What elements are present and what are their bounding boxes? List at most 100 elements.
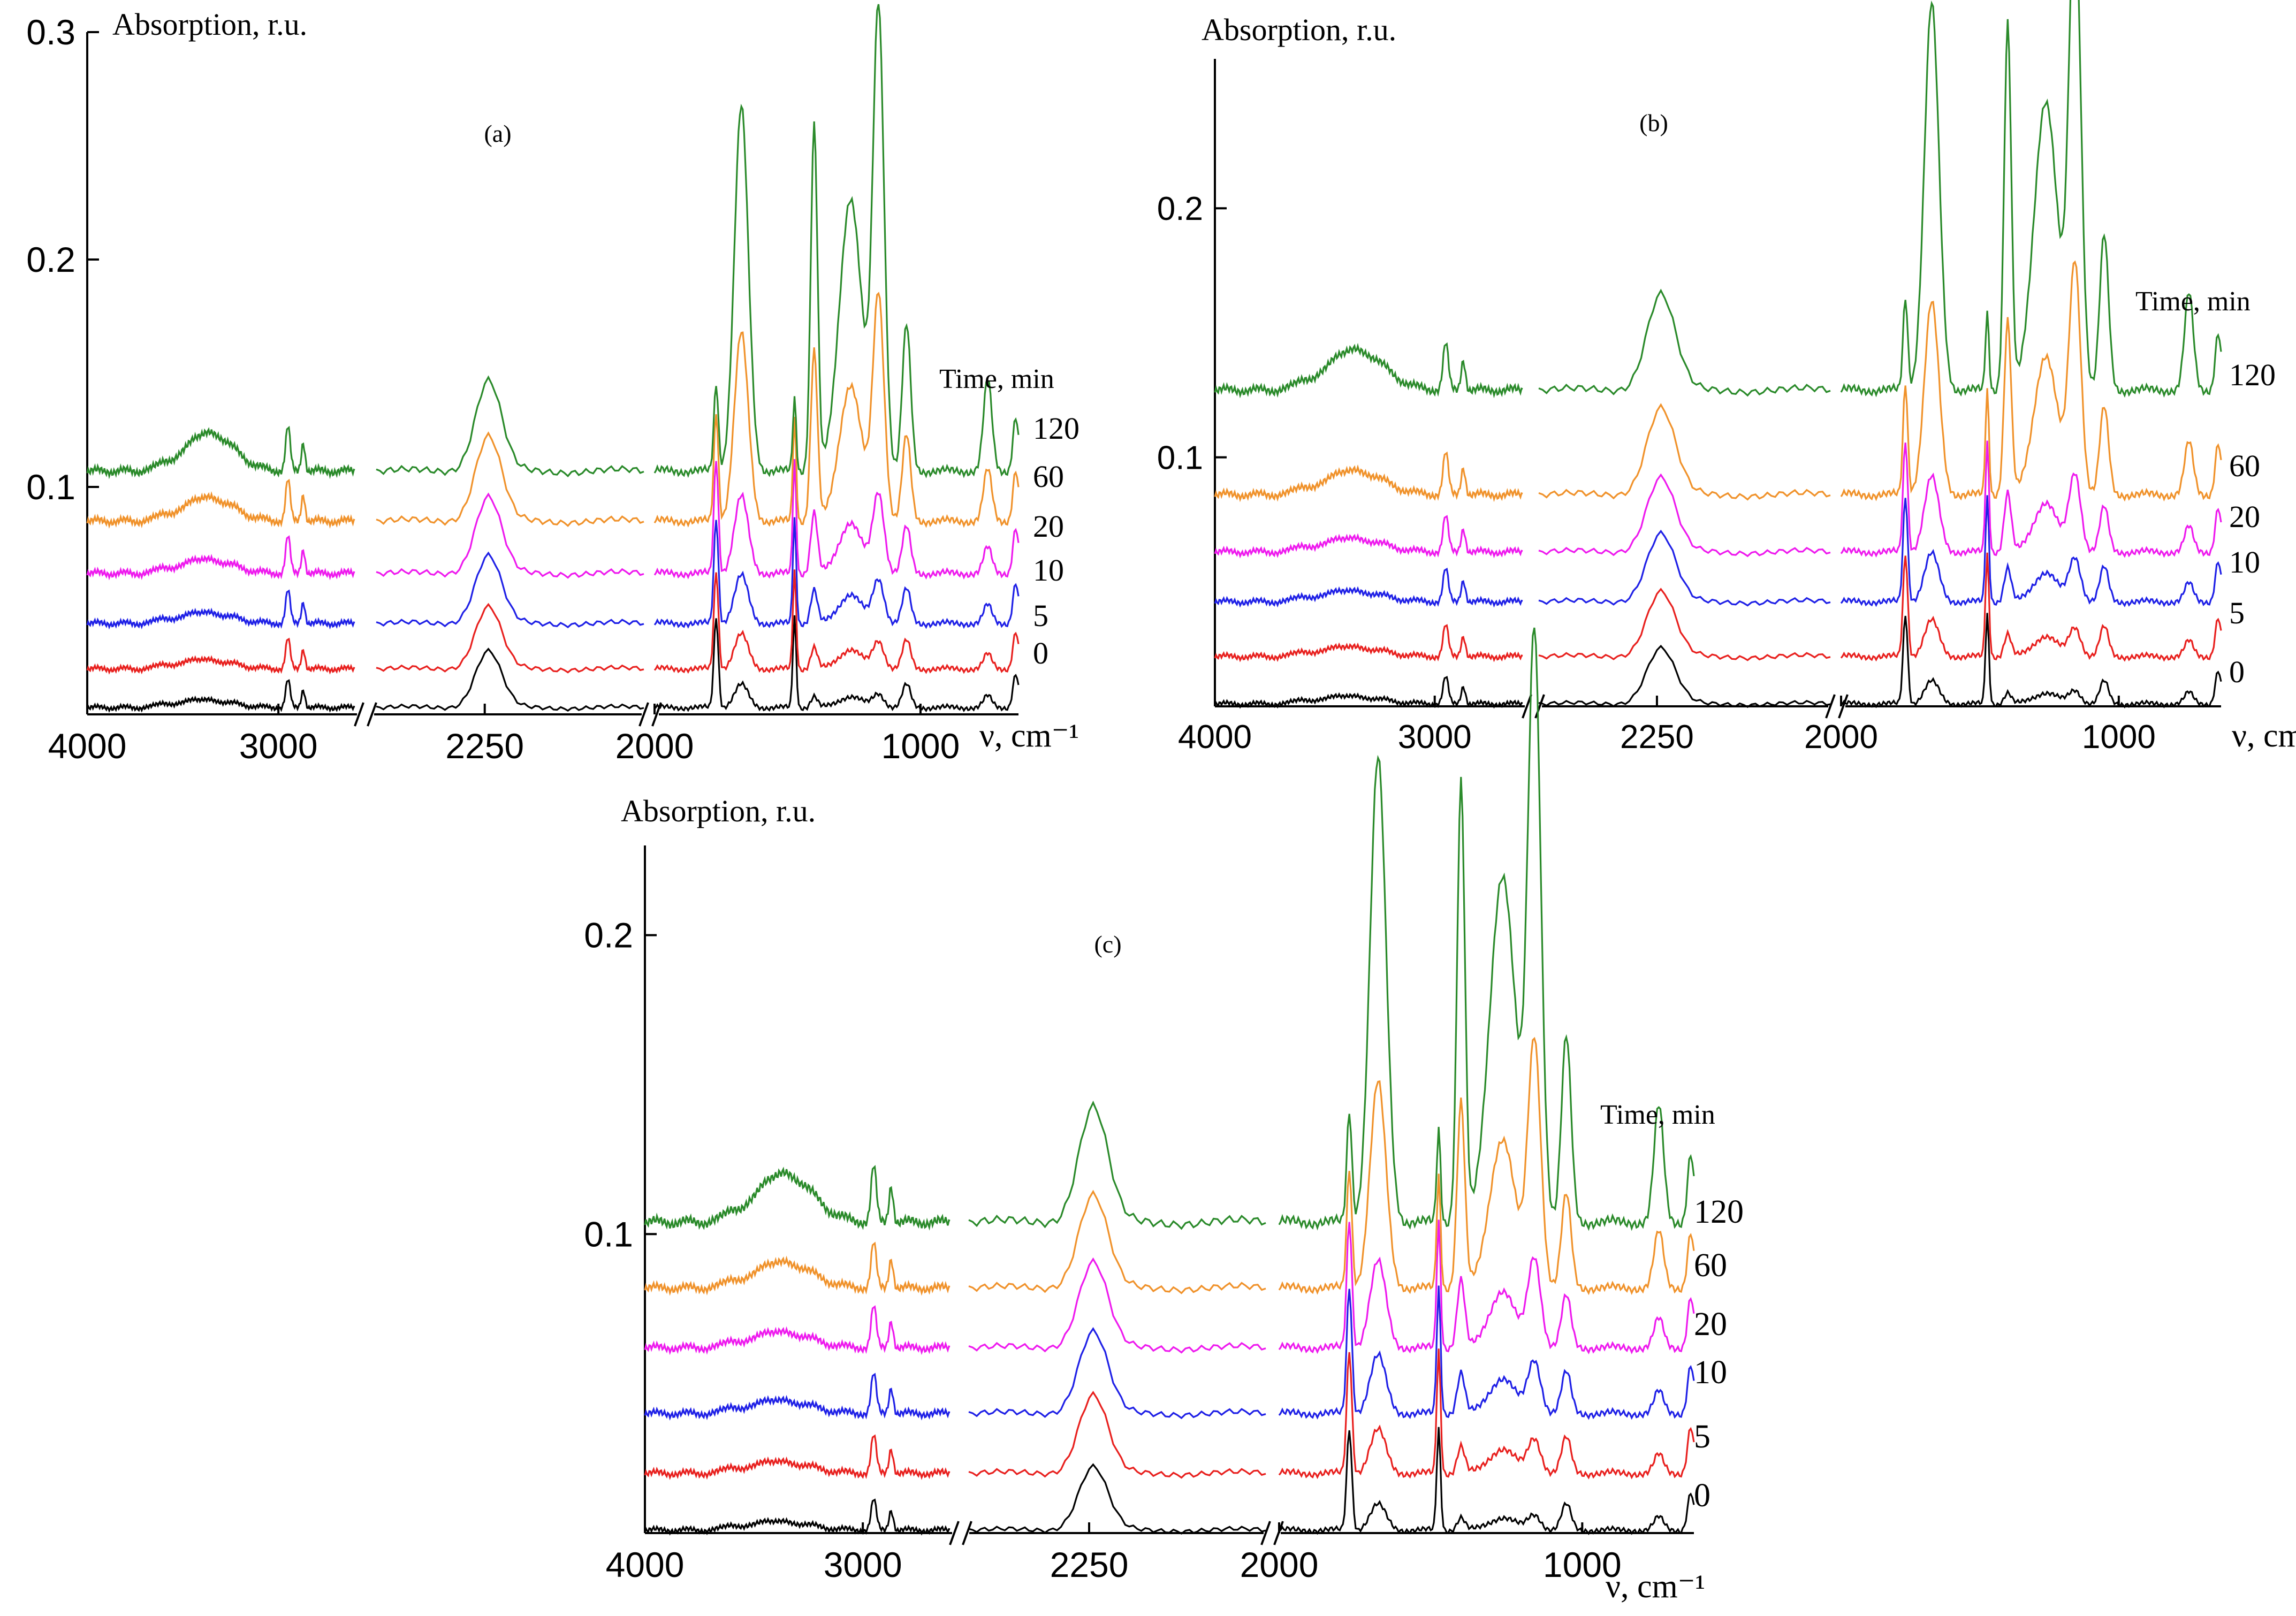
legend-label-0: 0 (1694, 1477, 1710, 1514)
series-60-line-seg0 (1214, 451, 1523, 502)
legend-label-0: 0 (2229, 654, 2245, 689)
series-0-line-seg0 (86, 679, 355, 713)
legend-label-5: 5 (1033, 598, 1048, 633)
chart-panel-a: 0.1 0.2 0.3 4000 3000 2250 2000 1000 05 10 20 60 120… (26, 4, 1079, 766)
axis-break-mark (962, 1521, 972, 1545)
series-20-line-seg1 (1538, 473, 1831, 558)
series-20-line-seg0 (1214, 515, 1523, 559)
series-20-line-seg0 (644, 1305, 951, 1355)
series-10-line-seg2 (1840, 495, 2222, 607)
axis-break-mark (638, 702, 649, 727)
series-5-line-seg2 (1278, 1348, 1695, 1480)
series-20-line-seg1 (968, 1257, 1266, 1354)
series-0-line-seg1 (1538, 644, 1831, 708)
series-10-line-seg0 (644, 1373, 951, 1421)
panel-label: (c) (1094, 931, 1121, 958)
legend-label-120: 120 (1694, 1194, 1744, 1230)
series-5-line-seg2 (653, 569, 1020, 674)
legend-label-120: 120 (2229, 357, 2276, 392)
series-10-line-seg1 (968, 1327, 1266, 1420)
legend-label-10: 10 (2229, 545, 2260, 580)
x-axis-label: ν, cm⁻¹ (1606, 1568, 1705, 1605)
x-tick-label: 3000 (239, 726, 318, 766)
axis-break-mark (949, 1521, 960, 1545)
x-tick-label: 1000 (1543, 1545, 1622, 1584)
series-120-line-seg0 (1214, 342, 1523, 399)
axis-break-mark (1260, 1521, 1271, 1545)
series-5-line-seg0 (86, 637, 355, 675)
legend-label-20: 20 (2229, 499, 2260, 534)
legend-label-20: 20 (1033, 509, 1064, 544)
series-60-line-seg1 (376, 431, 644, 527)
series-0-line-seg2 (653, 615, 1020, 713)
series-60-line-seg2 (1840, 260, 2222, 502)
series-10-line-seg2 (653, 517, 1020, 629)
x-tick-label: 2250 (445, 726, 524, 766)
panel-label: (a) (484, 120, 511, 147)
series-5-line-seg2 (1840, 552, 2222, 662)
series-120-line-seg2 (1840, 0, 2222, 398)
legend-title: Time, min (2135, 286, 2251, 317)
series-10-line-seg1 (1538, 529, 1831, 607)
x-tick-label: 2000 (1804, 719, 1878, 756)
legend-label-60: 60 (1033, 459, 1064, 494)
panel-label: (b) (1639, 109, 1668, 136)
legend-label-10: 10 (1694, 1354, 1727, 1391)
series-0-line-seg1 (376, 647, 644, 712)
x-tick-label: 4000 (606, 1545, 685, 1584)
series-60-line-seg1 (968, 1190, 1266, 1294)
chart-panel-c: 0.1 0.2 4000 3000 2250 2000 1000 0 5 10 20 60 120 (c)… (584, 627, 1744, 1605)
series-120-line-seg1 (968, 1100, 1266, 1230)
legend-label-5: 5 (1694, 1419, 1710, 1455)
legend-label-5: 5 (2229, 596, 2245, 630)
x-tick-label: 3000 (824, 1545, 902, 1584)
series-0-line-seg2 (1840, 613, 2222, 708)
series-120-line-seg0 (644, 1165, 951, 1231)
series-0-line-seg0 (1214, 676, 1523, 709)
series-120-line-seg1 (376, 375, 644, 477)
legend-label-10: 10 (1033, 553, 1064, 588)
x-tick-label: 4000 (1178, 719, 1252, 756)
series-120-line-seg0 (86, 425, 355, 479)
legend-label-120: 120 (1033, 411, 1079, 446)
x-tick-label: 2000 (1240, 1545, 1319, 1584)
x-tick-label: 1000 (2082, 719, 2156, 756)
x-tick-label: 1000 (881, 726, 960, 766)
series-60-line-seg2 (653, 292, 1020, 528)
series-20-line-seg1 (376, 492, 644, 579)
x-tick-label: 2000 (615, 726, 694, 766)
x-tick-label: 4000 (48, 726, 127, 766)
series-10-line-seg1 (376, 551, 644, 629)
series-5-line-seg0 (644, 1434, 951, 1480)
series-60-line-seg2 (1278, 1036, 1695, 1295)
legend-label-60: 60 (1694, 1247, 1727, 1284)
series-20-line-seg2 (653, 459, 1020, 580)
x-axis-label: ν, cm⁻¹ (979, 718, 1079, 754)
series-120-line-seg2 (1278, 627, 1695, 1231)
legend-label-20: 20 (1694, 1306, 1727, 1343)
series-5-line-seg0 (1214, 624, 1523, 662)
series-5-line-seg1 (968, 1391, 1266, 1479)
y-tick-label: 0.1 (26, 467, 75, 507)
y-tick-label: 0.1 (1157, 439, 1203, 476)
y-tick-label: 0.3 (26, 12, 75, 52)
axis-break-mark (367, 702, 377, 727)
axis-break-mark (1534, 694, 1545, 719)
series-5-line-seg1 (1538, 588, 1831, 661)
axis-break-mark (1825, 694, 1836, 719)
y-axis-label: Absorption, r.u. (1202, 12, 1396, 47)
y-axis-label: Absorption, r.u. (621, 794, 816, 828)
series-0-line-seg2 (1278, 1427, 1695, 1535)
y-tick-label: 0.1 (584, 1214, 633, 1254)
series-5-line-seg1 (376, 603, 644, 674)
y-tick-label: 0.2 (584, 916, 633, 955)
y-tick-label: 0.2 (26, 240, 75, 279)
chart-panel-b: 0.1 0.2 4000 3000 2250 2000 1000 0 5 10 20 60 120 (b)… (1157, 0, 2296, 756)
series-60-line-seg0 (86, 478, 355, 529)
y-tick-label: 0.2 (1157, 190, 1203, 227)
x-tick-label: 2250 (1620, 719, 1694, 756)
x-axis-label: ν, cm⁻¹ (2232, 718, 2296, 754)
legend-label-60: 60 (2229, 448, 2260, 483)
series-60-line-seg1 (1538, 403, 1831, 501)
y-axis-label: Absorption, r.u. (112, 7, 307, 42)
